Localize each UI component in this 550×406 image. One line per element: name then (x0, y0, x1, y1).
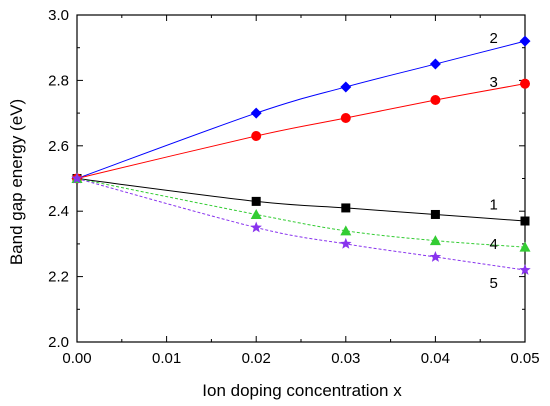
y-tick-label: 2.6 (48, 138, 69, 155)
series-2-point (340, 81, 352, 93)
series-5-point (519, 264, 531, 275)
series-5-point (340, 237, 352, 249)
series-2-point (250, 107, 262, 119)
series-5-label: 5 (489, 275, 497, 292)
y-tick-label: 2.8 (48, 72, 69, 89)
series-2-point (519, 35, 531, 47)
series-3-point (340, 113, 351, 124)
series-2-line (76, 40, 526, 179)
series-4-point (429, 235, 441, 246)
series-1-point (430, 209, 440, 219)
series-1-point (251, 196, 261, 206)
y-tick-label: 2.4 (48, 203, 69, 220)
x-tick-label: 0.04 (421, 350, 450, 367)
x-tick-label: 0.03 (331, 350, 360, 367)
series-3-point (251, 130, 262, 141)
series-5-point (429, 250, 442, 262)
series-4-label: 4 (489, 236, 497, 253)
series-1-line (76, 178, 526, 222)
series-3-line (76, 83, 526, 179)
series-1-point (341, 203, 351, 213)
y-axis-title: Band gap energy (eV) (7, 99, 26, 265)
plot-frame (76, 14, 526, 343)
series-3-label: 3 (489, 74, 497, 91)
series-2-label: 2 (489, 30, 497, 47)
series-4: 4 (71, 173, 531, 253)
x-tick-label: 0.01 (152, 350, 181, 367)
series-4-point (519, 241, 531, 252)
x-axis-title: Ion doping concentration x (202, 381, 402, 400)
x-tick-label: 0.02 (242, 350, 271, 367)
series-2-point (429, 58, 441, 70)
series-3-point (430, 95, 441, 106)
y-tick-label: 3.0 (48, 7, 69, 24)
series-4-point (340, 225, 352, 236)
axes: 0.00 0.01 0.02 0.03 0.04 0.05 2.0 2.2 2.4 2.6 2.8 3… (48, 7, 539, 367)
series-1-label: 1 (489, 197, 497, 214)
y-tick-label: 2.2 (48, 269, 69, 286)
series-4-line (76, 178, 526, 248)
series-5: 5 (71, 172, 531, 292)
series-3: 3 (72, 74, 530, 184)
series-group: 1 2 3 4 5 (71, 30, 531, 292)
series-1: 1 (72, 174, 530, 226)
x-tick-label: 0.00 (62, 350, 91, 367)
series-5-point (71, 172, 83, 184)
y-tick-label: 2.0 (48, 334, 69, 351)
series-3-point (520, 78, 530, 89)
series-5-point (250, 221, 262, 233)
series-1-point (520, 216, 530, 226)
series-4-point (250, 208, 262, 219)
x-tick-label: 0.05 (510, 350, 539, 367)
series-2: 2 (71, 30, 531, 184)
series-5-line (76, 178, 526, 271)
